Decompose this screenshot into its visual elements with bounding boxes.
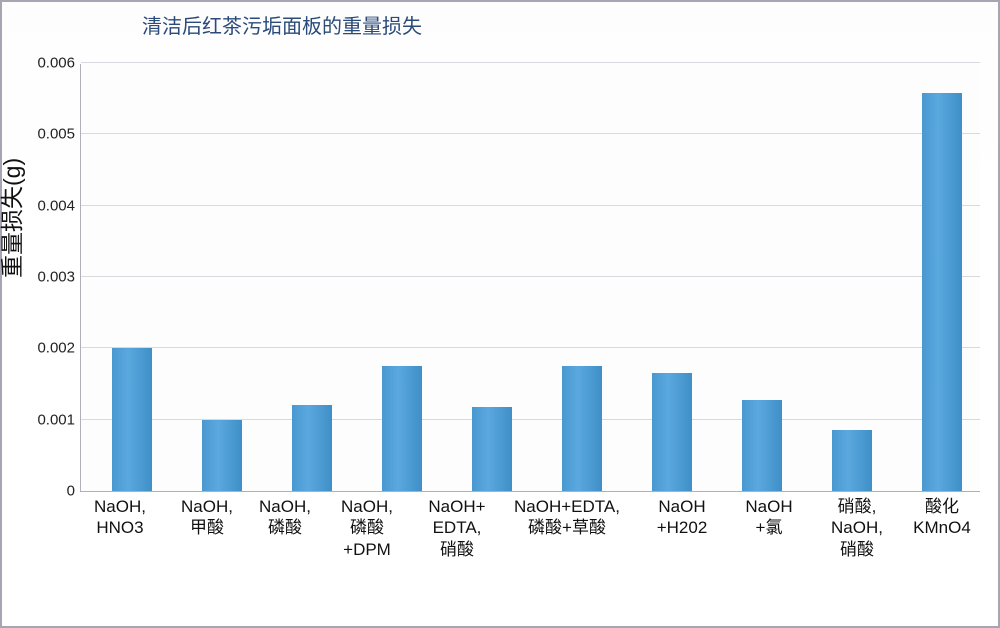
bar [922, 93, 962, 491]
chart-container: 清洁后红茶污垢面板的重量损失 重量损失(g) 00.0010.0020.0030… [0, 0, 1000, 628]
bar [832, 430, 872, 491]
bar [202, 420, 242, 491]
grid-line [81, 276, 980, 277]
y-tick-label: 0.004 [37, 197, 75, 214]
bar [472, 407, 512, 491]
bar [562, 366, 602, 491]
grid-line [81, 205, 980, 206]
x-tick-label: NaOH +氯 [732, 496, 806, 539]
y-tick-label: 0.005 [37, 126, 75, 143]
x-tick-label: NaOH, 磷酸 [246, 496, 324, 539]
plot-area: 00.0010.0020.0030.0040.0050.006 [80, 64, 980, 492]
x-tick-label: NaOH, 甲酸 [168, 496, 246, 539]
y-tick-label: 0.002 [37, 340, 75, 357]
y-tick-label: 0.001 [37, 411, 75, 428]
bar [112, 348, 152, 491]
x-tick-label: 酸化 KMnO4 [902, 496, 982, 539]
chart-title: 清洁后红茶污垢面板的重量损失 [142, 10, 422, 39]
x-tick-label: NaOH, HNO3 [80, 496, 160, 539]
bar [652, 373, 692, 491]
grid-line [81, 133, 980, 134]
x-tick-label: NaOH +H202 [644, 496, 720, 539]
x-tick-label: 硝酸, NaOH, 硝酸 [817, 496, 897, 560]
bar [292, 405, 332, 491]
y-tick-label: 0.006 [37, 55, 75, 72]
y-tick-label: 0.003 [37, 269, 75, 286]
grid-line [81, 62, 980, 63]
bar [382, 366, 422, 491]
x-tick-label: NaOH, 磷酸 +DPM [328, 496, 406, 560]
y-axis-label: 重量损失(g) [0, 158, 27, 278]
y-tick-label: 0 [67, 483, 75, 500]
bar [742, 400, 782, 491]
x-tick-label: NaOH+ EDTA, 硝酸 [415, 496, 499, 560]
grid-line [81, 347, 980, 348]
x-tick-label: NaOH+EDTA, 磷酸+草酸 [503, 496, 631, 539]
